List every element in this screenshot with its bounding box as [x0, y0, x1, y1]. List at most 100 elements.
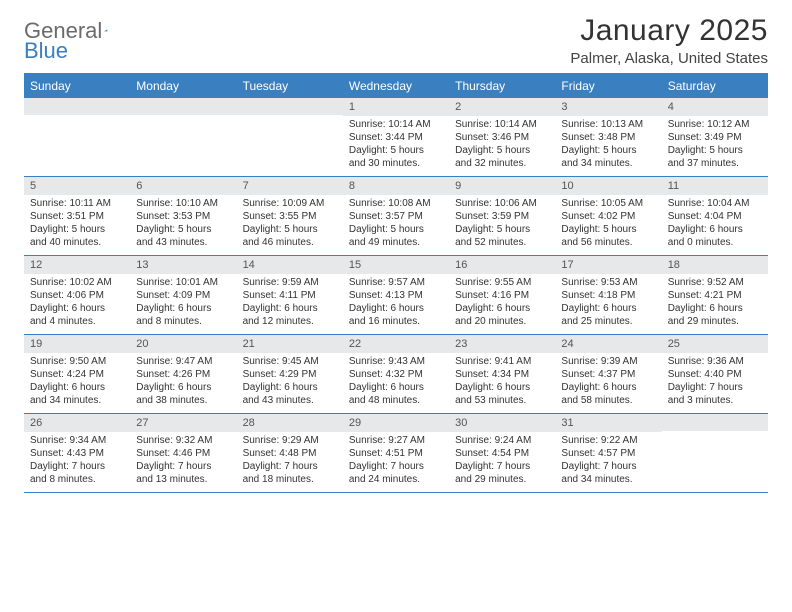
- day-number: 28: [237, 414, 343, 432]
- cell-body: Sunrise: 10:02 AMSunset: 4:06 PMDaylight…: [24, 274, 130, 332]
- daylight-text-a: Daylight: 5 hours: [349, 223, 443, 236]
- sunset-text: Sunset: 3:51 PM: [30, 210, 124, 223]
- daylight-text-b: and 29 minutes.: [668, 315, 762, 328]
- calendar-cell: 10Sunrise: 10:05 AMSunset: 4:02 PMDaylig…: [555, 177, 661, 255]
- daylight-text-b: and 56 minutes.: [561, 236, 655, 249]
- sunrise-text: Sunrise: 10:10 AM: [136, 197, 230, 210]
- sunrise-text: Sunrise: 9:22 AM: [561, 434, 655, 447]
- day-number: 27: [130, 414, 236, 432]
- calendar-cell: 11Sunrise: 10:04 AMSunset: 4:04 PMDaylig…: [662, 177, 768, 255]
- calendar-cell: 27Sunrise: 9:32 AMSunset: 4:46 PMDayligh…: [130, 414, 236, 492]
- sunset-text: Sunset: 3:44 PM: [349, 131, 443, 144]
- daylight-text-a: Daylight: 6 hours: [136, 381, 230, 394]
- sunset-text: Sunset: 4:24 PM: [30, 368, 124, 381]
- daylight-text-a: Daylight: 7 hours: [30, 460, 124, 473]
- day-number: 15: [343, 256, 449, 274]
- calendar-cell: [130, 98, 236, 176]
- day-number: 12: [24, 256, 130, 274]
- day-number: [24, 98, 130, 115]
- sunset-text: Sunset: 4:48 PM: [243, 447, 337, 460]
- cell-body: Sunrise: 10:05 AMSunset: 4:02 PMDaylight…: [555, 195, 661, 253]
- sunset-text: Sunset: 4:04 PM: [668, 210, 762, 223]
- day-header-cell: Sunday: [24, 74, 130, 98]
- sunrise-text: Sunrise: 9:32 AM: [136, 434, 230, 447]
- cell-body: Sunrise: 10:11 AMSunset: 3:51 PMDaylight…: [24, 195, 130, 253]
- sunset-text: Sunset: 4:26 PM: [136, 368, 230, 381]
- cell-body: Sunrise: 10:10 AMSunset: 3:53 PMDaylight…: [130, 195, 236, 253]
- sunrise-text: Sunrise: 10:02 AM: [30, 276, 124, 289]
- daylight-text-b: and 37 minutes.: [668, 157, 762, 170]
- daylight-text-b: and 34 minutes.: [561, 157, 655, 170]
- daylight-text-b: and 43 minutes.: [243, 394, 337, 407]
- day-number: 9: [449, 177, 555, 195]
- sunset-text: Sunset: 4:51 PM: [349, 447, 443, 460]
- cell-body: Sunrise: 9:55 AMSunset: 4:16 PMDaylight:…: [449, 274, 555, 332]
- calendar-cell: 7Sunrise: 10:09 AMSunset: 3:55 PMDayligh…: [237, 177, 343, 255]
- daylight-text-b: and 3 minutes.: [668, 394, 762, 407]
- daylight-text-b: and 0 minutes.: [668, 236, 762, 249]
- sunrise-text: Sunrise: 9:24 AM: [455, 434, 549, 447]
- calendar-cell: 29Sunrise: 9:27 AMSunset: 4:51 PMDayligh…: [343, 414, 449, 492]
- daylight-text-a: Daylight: 7 hours: [561, 460, 655, 473]
- daylight-text-a: Daylight: 6 hours: [136, 302, 230, 315]
- day-number: 8: [343, 177, 449, 195]
- daylight-text-a: Daylight: 7 hours: [136, 460, 230, 473]
- daylight-text-a: Daylight: 6 hours: [349, 302, 443, 315]
- sunset-text: Sunset: 4:43 PM: [30, 447, 124, 460]
- daylight-text-a: Daylight: 6 hours: [561, 381, 655, 394]
- sunrise-text: Sunrise: 9:50 AM: [30, 355, 124, 368]
- sunset-text: Sunset: 4:13 PM: [349, 289, 443, 302]
- daylight-text-b: and 48 minutes.: [349, 394, 443, 407]
- calendar-cell: 21Sunrise: 9:45 AMSunset: 4:29 PMDayligh…: [237, 335, 343, 413]
- sunrise-text: Sunrise: 10:14 AM: [455, 118, 549, 131]
- day-number: 21: [237, 335, 343, 353]
- daylight-text-a: Daylight: 6 hours: [561, 302, 655, 315]
- calendar-cell: 9Sunrise: 10:06 AMSunset: 3:59 PMDayligh…: [449, 177, 555, 255]
- cell-body: Sunrise: 9:41 AMSunset: 4:34 PMDaylight:…: [449, 353, 555, 411]
- sunrise-text: Sunrise: 10:06 AM: [455, 197, 549, 210]
- daylight-text-b: and 52 minutes.: [455, 236, 549, 249]
- calendar-cell: 6Sunrise: 10:10 AMSunset: 3:53 PMDayligh…: [130, 177, 236, 255]
- sunrise-text: Sunrise: 9:59 AM: [243, 276, 337, 289]
- cell-body: Sunrise: 9:32 AMSunset: 4:46 PMDaylight:…: [130, 432, 236, 490]
- sunset-text: Sunset: 4:34 PM: [455, 368, 549, 381]
- calendar-cell: 28Sunrise: 9:29 AMSunset: 4:48 PMDayligh…: [237, 414, 343, 492]
- daylight-text-a: Daylight: 5 hours: [455, 144, 549, 157]
- sunrise-text: Sunrise: 10:13 AM: [561, 118, 655, 131]
- day-number: 13: [130, 256, 236, 274]
- daylight-text-b: and 32 minutes.: [455, 157, 549, 170]
- calendar-cell: 31Sunrise: 9:22 AMSunset: 4:57 PMDayligh…: [555, 414, 661, 492]
- calendar-cell: 3Sunrise: 10:13 AMSunset: 3:48 PMDayligh…: [555, 98, 661, 176]
- daylight-text-a: Daylight: 7 hours: [668, 381, 762, 394]
- sunset-text: Sunset: 4:09 PM: [136, 289, 230, 302]
- daylight-text-a: Daylight: 5 hours: [455, 223, 549, 236]
- daylight-text-a: Daylight: 5 hours: [136, 223, 230, 236]
- daylight-text-b: and 49 minutes.: [349, 236, 443, 249]
- sunset-text: Sunset: 4:02 PM: [561, 210, 655, 223]
- daylight-text-a: Daylight: 5 hours: [668, 144, 762, 157]
- cell-body: Sunrise: 10:13 AMSunset: 3:48 PMDaylight…: [555, 116, 661, 174]
- calendar-cell: 23Sunrise: 9:41 AMSunset: 4:34 PMDayligh…: [449, 335, 555, 413]
- daylight-text-a: Daylight: 6 hours: [30, 302, 124, 315]
- brand-arrow-icon: [104, 22, 107, 38]
- sunset-text: Sunset: 3:53 PM: [136, 210, 230, 223]
- daylight-text-b: and 58 minutes.: [561, 394, 655, 407]
- calendar-cell: 18Sunrise: 9:52 AMSunset: 4:21 PMDayligh…: [662, 256, 768, 334]
- cell-body: Sunrise: 9:52 AMSunset: 4:21 PMDaylight:…: [662, 274, 768, 332]
- calendar-week-row: 1Sunrise: 10:14 AMSunset: 3:44 PMDayligh…: [24, 98, 768, 177]
- sunrise-text: Sunrise: 10:01 AM: [136, 276, 230, 289]
- sunset-text: Sunset: 4:11 PM: [243, 289, 337, 302]
- cell-body: Sunrise: 9:45 AMSunset: 4:29 PMDaylight:…: [237, 353, 343, 411]
- sunset-text: Sunset: 4:29 PM: [243, 368, 337, 381]
- cell-body: Sunrise: 9:50 AMSunset: 4:24 PMDaylight:…: [24, 353, 130, 411]
- day-number: 30: [449, 414, 555, 432]
- sunrise-text: Sunrise: 9:53 AM: [561, 276, 655, 289]
- daylight-text-b: and 25 minutes.: [561, 315, 655, 328]
- cell-body: Sunrise: 9:57 AMSunset: 4:13 PMDaylight:…: [343, 274, 449, 332]
- cell-body: Sunrise: 9:47 AMSunset: 4:26 PMDaylight:…: [130, 353, 236, 411]
- day-header-cell: Monday: [130, 74, 236, 98]
- sunrise-text: Sunrise: 9:41 AM: [455, 355, 549, 368]
- daylight-text-b: and 53 minutes.: [455, 394, 549, 407]
- sunset-text: Sunset: 4:46 PM: [136, 447, 230, 460]
- sunrise-text: Sunrise: 10:04 AM: [668, 197, 762, 210]
